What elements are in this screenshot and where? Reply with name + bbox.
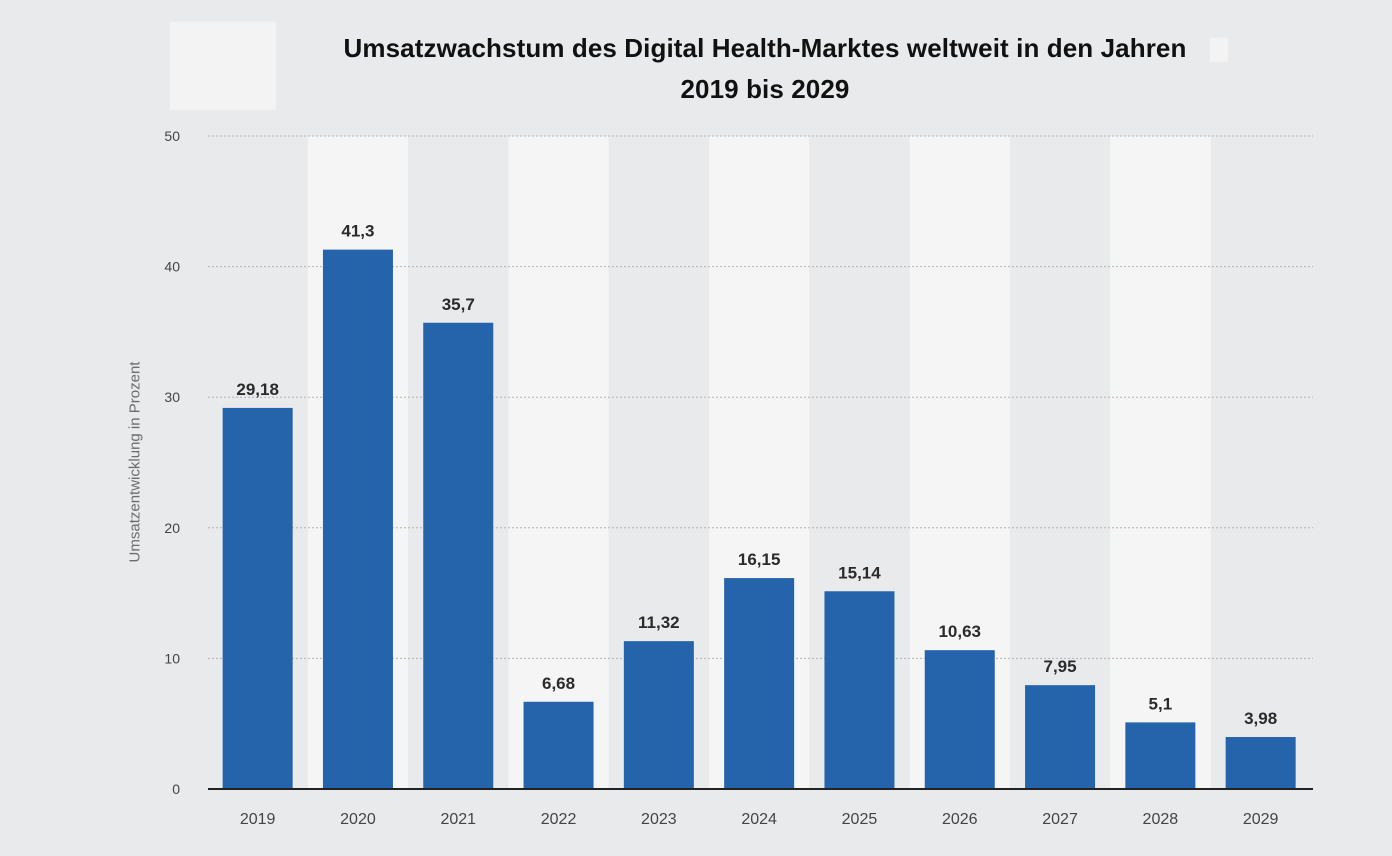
bar	[423, 322, 494, 789]
bar	[322, 249, 393, 789]
bar	[1025, 685, 1096, 789]
x-tick-label: 2024	[741, 811, 777, 828]
bar-value-label: 41,3	[341, 222, 374, 241]
background-band	[1009, 136, 1111, 789]
y-tick-label: 0	[172, 781, 180, 797]
bar-value-label: 7,95	[1044, 657, 1077, 676]
bar-value-label: 35,7	[442, 295, 475, 314]
bar-value-label: 3,98	[1244, 709, 1277, 728]
background-band	[1110, 136, 1211, 789]
x-tick-label: 2028	[1143, 811, 1179, 828]
bar	[523, 701, 594, 789]
x-tick-label: 2025	[842, 811, 878, 828]
bar-value-label: 16,15	[738, 550, 781, 569]
y-tick-label: 10	[164, 650, 180, 666]
bar	[1225, 737, 1296, 789]
bar	[1125, 722, 1196, 789]
x-tick-label: 2029	[1243, 811, 1279, 828]
x-tick-label: 2019	[240, 811, 276, 828]
background-band	[508, 136, 609, 789]
bar-value-label: 11,32	[638, 613, 680, 632]
background-band	[1210, 136, 1311, 789]
logo-placeholder	[170, 22, 276, 110]
bar	[824, 591, 895, 789]
x-tick-label: 2020	[340, 811, 376, 828]
x-tick-label: 2021	[440, 811, 476, 828]
chart-title-line-2: 2019 bis 2029	[680, 74, 850, 104]
chart-title: Umsatzwachstum des Digital Health-Markte…	[290, 28, 1240, 110]
y-tick-label: 20	[164, 520, 180, 536]
x-tick-label: 2027	[1042, 811, 1078, 828]
bar-value-label: 5,1	[1149, 694, 1173, 713]
bar-value-label: 6,68	[542, 674, 575, 693]
y-tick-label: 50	[164, 128, 180, 144]
bar	[623, 641, 694, 789]
chart-title-line-1: Umsatzwachstum des Digital Health-Markte…	[343, 33, 1187, 63]
x-tick-label: 2023	[641, 811, 677, 828]
bar-value-label: 10,63	[938, 622, 981, 641]
x-tick-label: 2022	[541, 811, 577, 828]
bar	[924, 650, 995, 789]
bar	[222, 407, 293, 789]
bar-value-label: 29,18	[236, 380, 279, 399]
y-tick-label: 30	[164, 389, 180, 405]
bar	[724, 578, 795, 789]
y-tick-label: 40	[164, 259, 180, 275]
bar-value-label: 15,14	[838, 563, 881, 582]
x-tick-label: 2026	[942, 811, 978, 828]
title-end-box	[1210, 38, 1228, 62]
